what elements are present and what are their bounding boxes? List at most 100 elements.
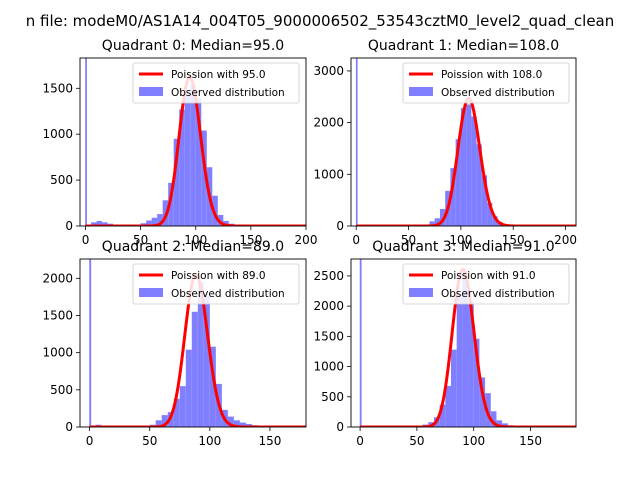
- subplot-title: Quadrant 2: Median=89.0: [102, 239, 284, 255]
- x-tick-label: 150: [258, 434, 281, 448]
- hist-bar: [168, 182, 174, 226]
- legend-label-poisson: Poission with 108.0: [441, 69, 542, 81]
- x-tick-label: 200: [295, 233, 318, 247]
- hist-bar: [157, 214, 163, 226]
- x-tick-label: 150: [519, 434, 542, 448]
- legend-box: [402, 62, 570, 104]
- hist-bar: [185, 349, 192, 427]
- hist-bar: [466, 104, 472, 226]
- x-tick-label: 200: [554, 233, 577, 247]
- hist-bar: [355, 58, 358, 226]
- hist-bar: [89, 259, 92, 427]
- hist-bar: [476, 144, 482, 226]
- legend-3: Poission with 91.0 Observed distribution: [402, 263, 570, 305]
- hist-bar: [179, 386, 186, 427]
- axes-frame-1: [350, 57, 577, 227]
- legend-label-observed: Observed distribution: [441, 87, 555, 99]
- hist-bar: [173, 138, 180, 226]
- y-tick-label: 1000: [313, 167, 344, 181]
- hist-bar: [184, 93, 191, 226]
- hist-bar: [96, 220, 103, 226]
- hist-bar: [496, 420, 503, 427]
- y-tick-label: 2000: [313, 299, 344, 313]
- x-tick-label: 150: [239, 233, 262, 247]
- y-tick-label: 0: [336, 420, 344, 434]
- x-tick-label: 100: [198, 434, 221, 448]
- hist-bar: [473, 338, 480, 427]
- x-tick-label: 0: [356, 434, 364, 448]
- hist-bar: [191, 311, 198, 427]
- axes-frame-2: [79, 258, 307, 428]
- hist-bar: [195, 98, 202, 226]
- hist-bar: [429, 221, 435, 226]
- y-tick-label: 3000: [313, 64, 344, 78]
- legend-hist-swatch: [139, 87, 163, 96]
- hist-bar: [209, 346, 216, 427]
- hist-bar: [151, 217, 158, 226]
- x-tick-label: 0: [352, 233, 360, 247]
- hist-bar: [456, 294, 463, 427]
- hist-bar: [239, 422, 246, 427]
- x-tick-label: 100: [184, 233, 207, 247]
- y-tick-label: 1500: [313, 329, 344, 343]
- legend-hist-swatch: [409, 87, 433, 96]
- hist-bar: [502, 423, 508, 427]
- x-tick-label: 50: [409, 434, 424, 448]
- hist-bar: [190, 84, 196, 226]
- legend-1: Poission with 108.0 Observed distribution: [402, 62, 570, 104]
- hist-bar: [450, 168, 456, 226]
- legend-2: Poission with 89.0 Observed distribution: [132, 263, 300, 305]
- legend-0: Poission with 95.0 Observed distribution: [132, 62, 300, 104]
- x-tick-label: 50: [133, 233, 148, 247]
- hist-bar: [487, 202, 493, 226]
- y-tick-label: 1000: [42, 346, 73, 360]
- figure-suptitle: n file: modeM0/AS1A14_004T05_9000006502_…: [26, 12, 615, 31]
- y-tick-label: 500: [50, 383, 73, 397]
- hist-bar: [439, 404, 446, 427]
- legend-label-observed: Observed distribution: [171, 288, 285, 300]
- y-tick-label: 500: [321, 390, 344, 404]
- hist-bar: [460, 108, 467, 226]
- axes-frame-3: [350, 258, 577, 428]
- hist-bar: [451, 349, 457, 427]
- hist-bar: [217, 214, 224, 226]
- hist-bar: [490, 411, 497, 427]
- hist-bar: [481, 175, 488, 226]
- hist-bar: [471, 116, 477, 226]
- hist-bar: [197, 282, 204, 427]
- hist-bar: [201, 130, 207, 226]
- hist-bar: [462, 277, 469, 427]
- hist-bar: [146, 220, 152, 226]
- legend-label-poisson: Poission with 91.0: [441, 270, 536, 282]
- hist-bar: [179, 109, 185, 226]
- hist-bar: [455, 139, 461, 226]
- legend-label-poisson: Poission with 89.0: [171, 270, 266, 282]
- hist-bar: [439, 208, 446, 226]
- hist-bar: [227, 416, 234, 427]
- legend-box: [402, 263, 570, 305]
- legend-box: [132, 62, 300, 104]
- hist-bar: [359, 259, 362, 427]
- y-tick-label: 1000: [42, 127, 73, 141]
- y-tick-label: 2000: [313, 116, 344, 130]
- hist-bar: [445, 385, 451, 427]
- legend-hist-swatch: [139, 288, 163, 297]
- hist-bar: [173, 398, 180, 427]
- hist-bar: [155, 420, 162, 427]
- subplot-title: Quadrant 0: Median=95.0: [102, 38, 284, 54]
- y-tick-label: 1000: [313, 360, 344, 374]
- legend-hist-swatch: [409, 288, 433, 297]
- legend-label-poisson: Poission with 95.0: [171, 69, 266, 81]
- legend-box: [132, 263, 300, 305]
- hist-bar: [85, 58, 87, 226]
- legend-label-observed: Observed distribution: [441, 288, 555, 300]
- hist-bar: [434, 218, 440, 226]
- y-tick-label: 2000: [42, 271, 73, 285]
- y-tick-label: 2500: [313, 269, 344, 283]
- subplot-title: Quadrant 3: Median=91.0: [372, 239, 554, 255]
- x-tick-label: 100: [462, 434, 485, 448]
- hist-bar: [233, 420, 240, 427]
